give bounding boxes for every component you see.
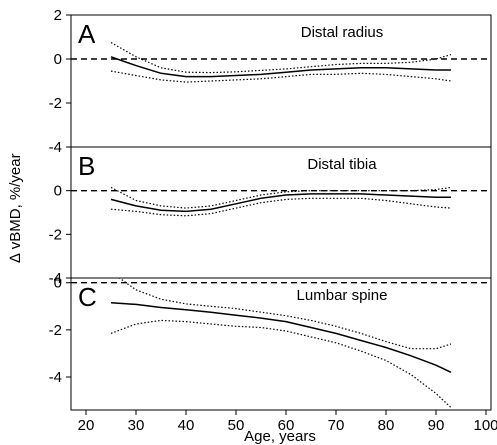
x-tick-label: 90 <box>428 417 445 434</box>
plot-area <box>71 278 491 409</box>
panel-title: Distal tibia <box>307 156 377 173</box>
y-tick-label: 0 <box>54 183 62 200</box>
panel-frame <box>70 14 492 148</box>
x-tick-label: 20 <box>78 417 95 434</box>
panel-title: Lumbar spine <box>297 287 388 304</box>
y-tick-label: 0 <box>54 51 62 68</box>
panel-c: 0 -2 -4 C Lumbar spine <box>49 275 492 411</box>
mean-trend-line <box>110 56 451 78</box>
plot-area <box>71 41 491 83</box>
x-tick-label: 30 <box>128 417 145 434</box>
confidence-band-line <box>110 70 452 83</box>
x-tick-label: 60 <box>278 417 295 434</box>
y-tick-label: -4 <box>49 270 62 287</box>
x-axis: 20 30 40 50 60 70 80 90 100 <box>78 410 497 434</box>
confidence-band-line <box>110 41 452 74</box>
y-tick-label: -4 <box>49 369 62 386</box>
y-tick-label: 0 <box>54 275 62 292</box>
x-axis-label: Age, years <box>244 428 316 445</box>
x-tick-label: 100 <box>473 417 497 434</box>
panel-letter: C <box>78 282 97 312</box>
panel-frame <box>70 277 492 411</box>
mean-trend-line <box>110 302 452 373</box>
y-tick-label: -2 <box>49 226 62 243</box>
y-tick-label: -2 <box>49 322 62 339</box>
panel-letter: B <box>78 151 95 181</box>
y-axis-label: ∆ vBMD, %/year <box>7 153 24 262</box>
plot-area <box>71 186 491 217</box>
confidence-band-line <box>118 278 452 350</box>
x-tick-label: 50 <box>228 417 245 434</box>
x-tick-label: 80 <box>378 417 395 434</box>
confidence-band-line <box>110 197 452 217</box>
panel-a: 2 0 -2 -4 A Distal radius <box>49 7 492 156</box>
panel-title: Distal radius <box>301 24 384 41</box>
panel-frame <box>70 146 492 279</box>
y-tick-label: -2 <box>49 95 62 112</box>
mean-trend-line <box>110 193 451 213</box>
panel-letter: A <box>78 19 96 49</box>
confidence-band-line <box>110 319 452 409</box>
x-tick-label: 70 <box>328 417 345 434</box>
x-tick-label: 40 <box>178 417 195 434</box>
panel-b: 0 -2 -4 B Distal tibia <box>49 146 492 287</box>
y-tick-label: -4 <box>49 139 62 156</box>
y-tick-label: 2 <box>54 7 62 24</box>
